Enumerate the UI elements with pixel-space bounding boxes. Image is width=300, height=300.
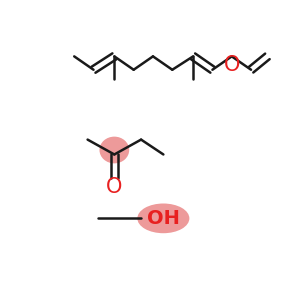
Ellipse shape: [137, 203, 189, 233]
Text: O: O: [224, 55, 240, 75]
Text: O: O: [106, 177, 122, 197]
Text: OH: OH: [147, 209, 180, 228]
Ellipse shape: [100, 136, 129, 164]
